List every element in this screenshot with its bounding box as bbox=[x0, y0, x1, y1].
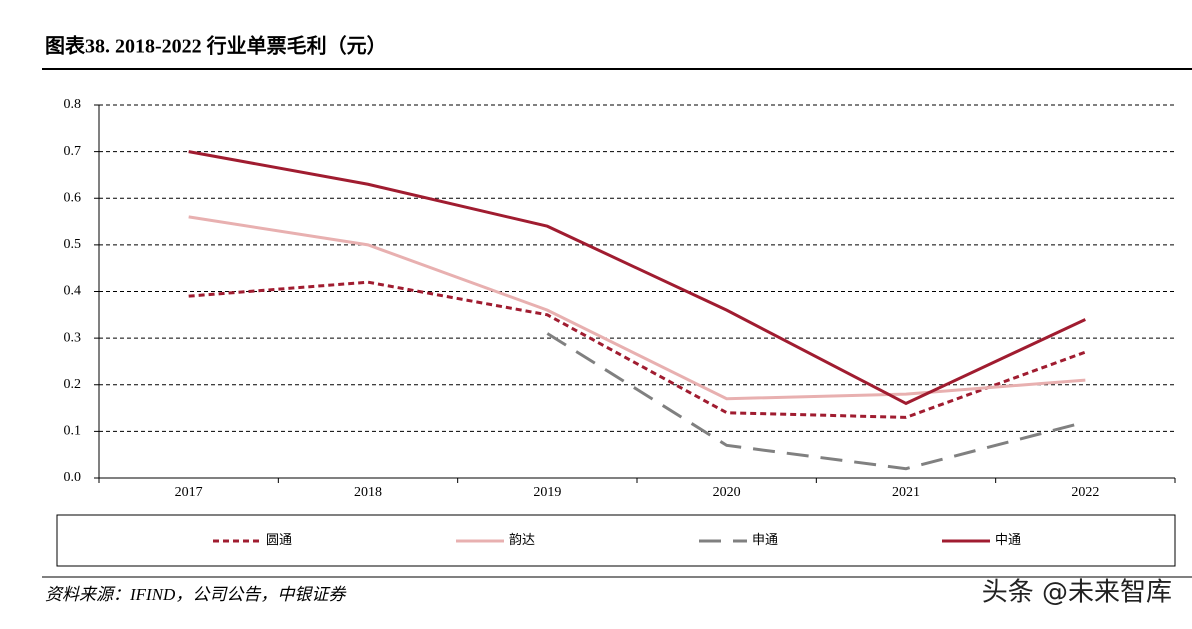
series-line bbox=[188, 150, 1086, 406]
legend-label: 圆通 bbox=[266, 532, 292, 547]
x-tick-label: 2018 bbox=[354, 485, 382, 500]
y-tick-label: 0.0 bbox=[64, 470, 82, 485]
watermark: 头条 @未来智库 bbox=[982, 578, 1172, 608]
chart-title: 图表38. 2018-2022 行业单票毛利（元） bbox=[45, 34, 387, 58]
legend-label: 韵达 bbox=[509, 532, 535, 547]
x-tick-label: 2019 bbox=[533, 485, 561, 500]
x-tick-label: 2020 bbox=[713, 485, 741, 500]
y-tick-label: 0.5 bbox=[64, 237, 82, 252]
y-tick-label: 0.6 bbox=[64, 190, 82, 205]
legend-box bbox=[56, 514, 1176, 567]
series-line bbox=[188, 280, 1086, 419]
x-tick-label: 2017 bbox=[175, 485, 203, 500]
x-tick-label: 2022 bbox=[1071, 485, 1099, 500]
x-tick-label: 2021 bbox=[892, 485, 920, 500]
series-line bbox=[188, 215, 1086, 401]
series-line bbox=[546, 332, 1086, 471]
y-tick-label: 0.8 bbox=[64, 97, 82, 112]
y-tick-label: 0.4 bbox=[64, 284, 82, 299]
legend-label: 中通 bbox=[995, 532, 1021, 547]
y-tick-label: 0.3 bbox=[64, 330, 82, 345]
y-tick-label: 0.2 bbox=[64, 377, 82, 392]
y-tick-label: 0.7 bbox=[64, 144, 82, 159]
legend-label: 申通 bbox=[752, 532, 778, 547]
y-tick-label: 0.1 bbox=[64, 424, 82, 439]
source-note: 资料来源：IFIND，公司公告，中银证券 bbox=[45, 585, 347, 604]
